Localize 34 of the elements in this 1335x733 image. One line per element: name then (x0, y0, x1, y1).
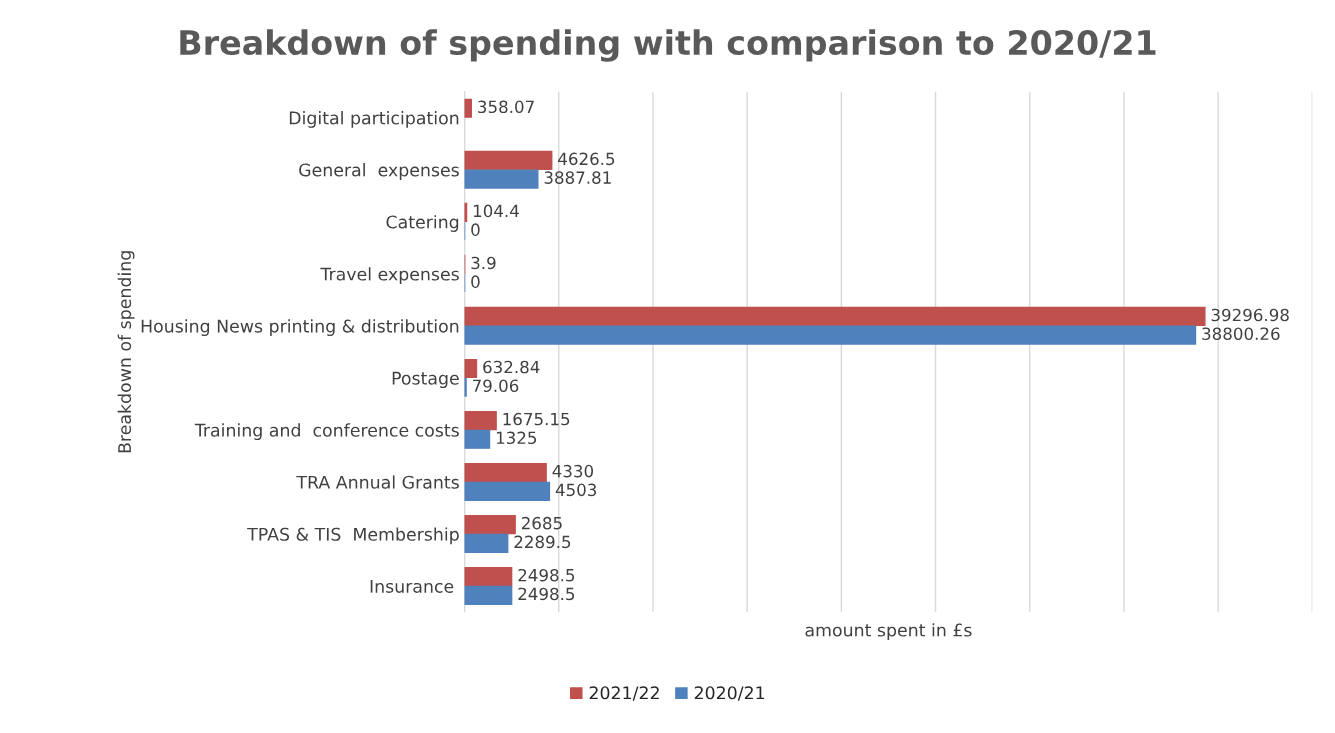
y-tick-label: Training and conference costs (194, 423, 459, 441)
y-tick-label: Travel expenses (320, 267, 459, 284)
data-label: 79.06 (472, 379, 519, 393)
y-tick-label: TPAS & TIS Membership (247, 527, 459, 545)
data-label: 1675.15 (503, 412, 570, 426)
y-tick-label: Catering (386, 215, 459, 232)
y-tick-label: General expenses (299, 163, 459, 180)
data-label: 38800.26 (1202, 327, 1280, 341)
data-label: 4330 (552, 464, 594, 478)
data-label: 3887.81 (544, 171, 611, 184)
data-label: 2498.5 (518, 568, 575, 582)
y-tick-label: TRA Annual Grants (296, 475, 459, 489)
data-label: 358.07 (478, 100, 534, 114)
data-label: 4503 (555, 483, 597, 497)
data-label: 39296.98 (1211, 308, 1289, 322)
chart-title: Breakdown of spending with comparison to 2020/21 (180, 29, 1156, 62)
data-label: 632.84 (483, 360, 540, 374)
legend-label: 2021/22 (589, 686, 659, 701)
y-tick-label: Housing News printing & distribution (141, 319, 459, 337)
y-tick-label: Postage (392, 371, 459, 389)
data-label: 0 (471, 275, 480, 288)
data-label: 3.9 (471, 256, 496, 270)
y-tick-label: Insurance (370, 579, 454, 593)
data-label: 2498.5 (518, 587, 575, 601)
data-label: 2685 (521, 516, 562, 530)
data-label: 1325 (496, 431, 537, 445)
x-axis-title: amount spent in £s (805, 623, 972, 640)
y-tick-label: Digital participation (289, 111, 459, 128)
data-label: 0 (471, 223, 480, 236)
data-label: 4626.5 (558, 152, 615, 166)
y-axis-title: Breakdown of spending (117, 251, 135, 453)
data-label: 2289.5 (514, 535, 571, 549)
data-label: 104.4 (473, 204, 519, 218)
legend-label: 2020/21 (694, 686, 765, 701)
